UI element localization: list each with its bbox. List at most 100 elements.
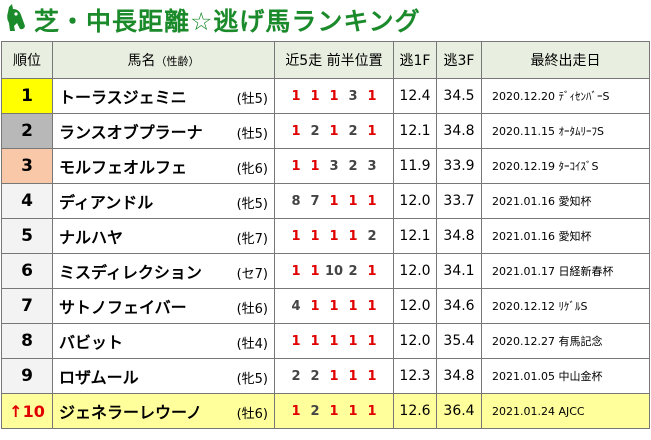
page-title: 芝・中長距離☆逃げ馬ランキング [34,7,421,36]
sex-age: (牝5) [236,372,268,387]
last-race-cell: 2021.01.16 愛知杯 [481,183,650,219]
horse-cell: ミスディレクション (セ7) [52,253,275,289]
position-value: 1 [329,193,339,209]
position-value: 1 [348,403,358,419]
first-furlong-cell: 12.0 [393,253,437,289]
last-race-cell: 2021.01.16 愛知杯 [481,218,650,254]
position-value: 1 [348,298,358,314]
header-rank: 順位 [1,41,53,79]
horse-name: ジェネラーレウーノ [59,403,203,422]
position-value: 3 [367,158,377,174]
first-furlong-cell: 12.3 [393,358,437,394]
last-race-cell: 2021.01.24 AJCC [481,393,650,429]
rank-cell: 1 [1,78,53,114]
position-value: 1 [329,123,339,139]
position-value: 1 [348,228,358,244]
positions-cell: 1 1 10 2 1 [274,253,394,289]
last-race-cell: 2021.01.05 中山金杯 [481,358,650,394]
position-value: 1 [291,228,301,244]
header-last-race: 最終出走日 [481,41,650,79]
position-value: 1 [329,403,339,419]
ranking-table: 順位 馬名（性齢） 近5走 前半位置 逃1F 逃3F 最終出走日 1 トーラスジェ… [1,41,650,429]
rank-cell: ↑10 [1,393,53,429]
first-furlong-cell: 12.1 [393,113,437,149]
header-horse-sub: （性齢） [155,55,200,68]
horse-cell: ランスオブプラーナ (牡5) [52,113,275,149]
rank-cell: 2 [1,113,53,149]
rank-cell: 7 [1,288,53,324]
position-value: 1 [367,333,377,349]
position-value: 1 [367,88,377,104]
first-3f-cell: 34.8 [436,218,482,254]
header-horse: 馬名（性齢） [52,41,275,79]
position-value: 1 [310,263,320,279]
horse-name: ミスディレクション [59,263,202,282]
horse-cell: ディアンドル (牝5) [52,183,275,219]
first-3f-cell: 36.4 [436,393,482,429]
table-row: 9 ロザムール (牝5) 2 2 1 1 1 12.3 34.8 2021.01.05 中山金杯 [1,358,650,394]
first-furlong-cell: 12.1 [393,218,437,254]
first-3f-cell: 34.1 [436,253,482,289]
position-value: 1 [310,228,320,244]
horse-name: ナルハヤ [59,228,124,247]
last-race-cell: 2020.12.12 ﾘｹﾞﾙS [481,288,650,324]
sex-age: (牡4) [236,337,268,352]
position-value: 2 [348,158,358,174]
table-row: 5 ナルハヤ (牝7) 1 1 1 1 2 12.1 34.8 2021.01.16 愛知杯 [1,218,650,254]
table-row: 1 トーラスジェミニ (牡5) 1 1 1 3 1 12.4 34.5 2020.12.20 ﾃﾞｨ… [1,78,650,114]
rank-cell: 3 [1,148,53,184]
position-value: 1 [367,298,377,314]
position-value: 2 [367,228,377,244]
position-value: 1 [348,193,358,209]
title-bar: 芝・中長距離☆逃げ馬ランキング [0,0,651,36]
horse-cell: モルフェオルフェ (牝6) [52,148,275,184]
position-value: 1 [367,123,377,139]
table-row: 6 ミスディレクション (セ7) 1 1 10 2 1 12.0 34.1 2021.01.17 日… [1,253,650,289]
position-value: 2 [291,368,301,384]
table-header-row: 順位 馬名（性齢） 近5走 前半位置 逃1F 逃3F 最終出走日 [1,41,650,79]
position-value: 1 [348,368,358,384]
first-furlong-cell: 12.4 [393,78,437,114]
position-value: 1 [367,368,377,384]
horse-cell: ジェネラーレウーノ (牡6) [52,393,275,429]
first-furlong-cell: 11.9 [393,148,437,184]
header-horse-label: 馬名 [127,53,156,69]
horse-name: モルフェオルフェ [59,158,188,177]
position-value: 1 [291,123,301,139]
position-value: 1 [291,158,301,174]
rank-cell: 5 [1,218,53,254]
position-value: 1 [291,263,301,279]
position-value: 3 [329,158,339,174]
position-value: 1 [367,263,377,279]
position-value: 1 [310,333,320,349]
position-value: 3 [348,88,358,104]
table-row: 8 バビット (牡4) 1 1 1 1 1 12.0 35.4 2020.12.27 有馬記念 [1,323,650,359]
position-value: 1 [367,403,377,419]
first-3f-cell: 34.6 [436,288,482,324]
rank-cell: 6 [1,253,53,289]
first-furlong-cell: 12.0 [393,323,437,359]
position-value: 1 [329,228,339,244]
horse-cell: バビット (牡4) [52,323,275,359]
sex-age: (牡6) [236,407,268,422]
horse-cell: サトノフェイバー (牡6) [52,288,275,324]
horse-cell: ロザムール (牝5) [52,358,275,394]
position-value: 1 [291,333,301,349]
first-3f-cell: 33.9 [436,148,482,184]
table-row: 4 ディアンドル (牝5) 8 7 1 1 1 12.0 33.7 2021.01.16 愛知杯 [1,183,650,219]
position-value: 1 [367,193,377,209]
position-value: 1 [310,88,320,104]
table-row: 2 ランスオブプラーナ (牡5) 1 2 1 2 1 12.1 34.8 2020.11.15 ｵｰ… [1,113,650,149]
header-first-furlong: 逃1F [393,41,437,79]
horse-name: トーラスジェミニ [59,88,187,107]
position-value: 1 [348,333,358,349]
first-3f-cell: 35.4 [436,323,482,359]
last-race-cell: 2021.01.17 日経新春杯 [481,253,650,289]
position-value: 1 [329,333,339,349]
horse-name: バビット [59,333,124,352]
